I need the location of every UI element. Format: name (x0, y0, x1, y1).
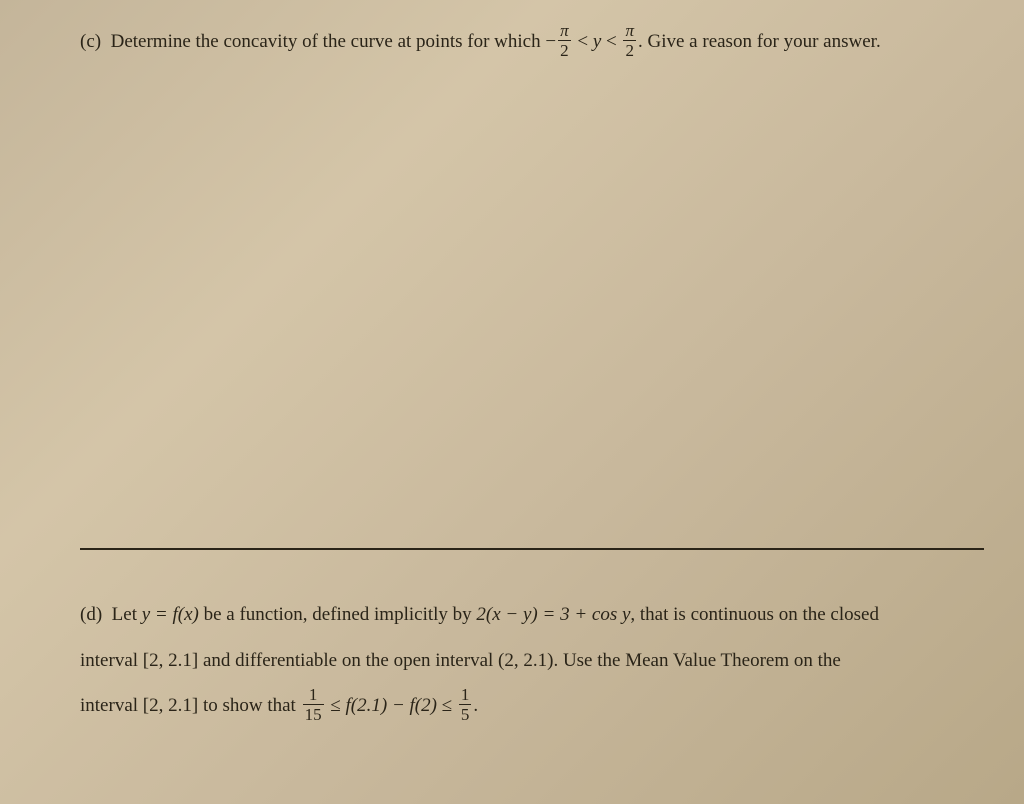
section-divider (80, 548, 984, 550)
line1-mid: be a function, defined implicitly by (199, 604, 477, 625)
frac-num: 1 (459, 686, 472, 705)
question-d-line1: (d) Let y = f(x) be a function, defined … (80, 592, 984, 638)
question-d-line3: interval [2, 2.1] to show that 115 ≤ f(2… (80, 683, 984, 729)
variable-y: y (593, 31, 601, 52)
frac-num: 1 (303, 686, 324, 705)
line1-before: Let (112, 604, 142, 625)
line3-mid: to show that (198, 695, 300, 716)
mvt-inequality: 115 ≤ f(2.1) − f(2) ≤ 15 (301, 695, 474, 716)
frac-1-over-15: 115 (303, 686, 324, 723)
line2-mid: and differentiable on the open interval (198, 650, 498, 671)
line2-after: . Use the Mean Value Theorem on the (553, 650, 840, 671)
line3-before: interval (80, 695, 143, 716)
lt1: < (573, 31, 593, 52)
lt2: < (601, 31, 621, 52)
frac-den: 2 (623, 41, 636, 59)
question-c: (c) Determine the concavity of the curve… (80, 24, 964, 61)
question-d: (d) Let y = f(x) be a function, defined … (80, 592, 984, 729)
worksheet-page: (c) Determine the concavity of the curve… (0, 0, 1024, 804)
question-d-section: (d) Let y = f(x) be a function, defined … (80, 548, 984, 729)
question-c-text-after: . Give a reason for your answer. (638, 31, 881, 52)
frac-num: π (558, 22, 571, 41)
middle-expr: f(2.1) − f(2) (346, 695, 437, 716)
period: . (473, 695, 478, 716)
frac-1-over-5: 15 (459, 686, 472, 723)
question-c-inequality: −π2 < y < π2 (545, 31, 638, 52)
interval1: [2, 2.1] (143, 650, 198, 671)
frac-pi-over-2-right: π2 (623, 22, 636, 59)
question-c-label: (c) (80, 31, 101, 52)
line1-after: , that is continuous on the closed (630, 604, 879, 625)
question-d-line2: interval [2, 2.1] and differentiable on … (80, 638, 984, 684)
interval3: [2, 2.1] (143, 695, 198, 716)
interval2: (2, 2.1) (498, 650, 553, 671)
frac-pi-over-2-left: π2 (558, 22, 571, 59)
y-eq-fx: y = f(x) (142, 604, 199, 625)
minus-sign: − (545, 31, 556, 52)
leq1: ≤ (326, 695, 346, 716)
line2-before: interval (80, 650, 143, 671)
implicit-equation: 2(x − y) = 3 + cos y (476, 604, 630, 625)
frac-num: π (623, 22, 636, 41)
leq2: ≤ (437, 695, 457, 716)
frac-den: 15 (303, 705, 324, 723)
frac-den: 2 (558, 41, 571, 59)
question-d-label: (d) (80, 604, 102, 625)
frac-den: 5 (459, 705, 472, 723)
question-c-text-before: Determine the concavity of the curve at … (111, 31, 546, 52)
